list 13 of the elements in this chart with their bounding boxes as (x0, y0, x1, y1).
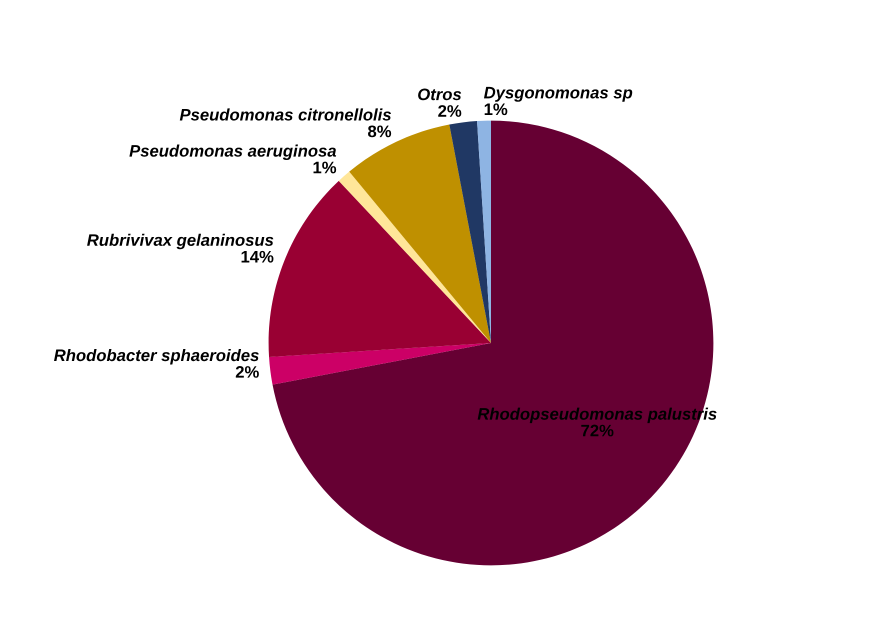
slice-label: Dysgonomonas sp (484, 86, 632, 102)
data-label: 14% (242, 250, 274, 263)
slice-label: Rubrivivax gelaninosus (87, 234, 274, 250)
slice-label: Pseudomonas aeruginosa (129, 144, 336, 160)
data-label: 1% (314, 162, 336, 174)
data-label: 8% (368, 125, 392, 138)
slice-label: Otros (418, 88, 462, 100)
data-label: 1% (484, 103, 508, 116)
data-label: 2% (438, 105, 462, 117)
data-label: 2% (236, 366, 259, 378)
data-label: 72% (581, 424, 614, 436)
slice-label: Rhodobacter sphaeroides (54, 348, 259, 364)
slice-label: Pseudomonas citronellolis (180, 108, 392, 121)
